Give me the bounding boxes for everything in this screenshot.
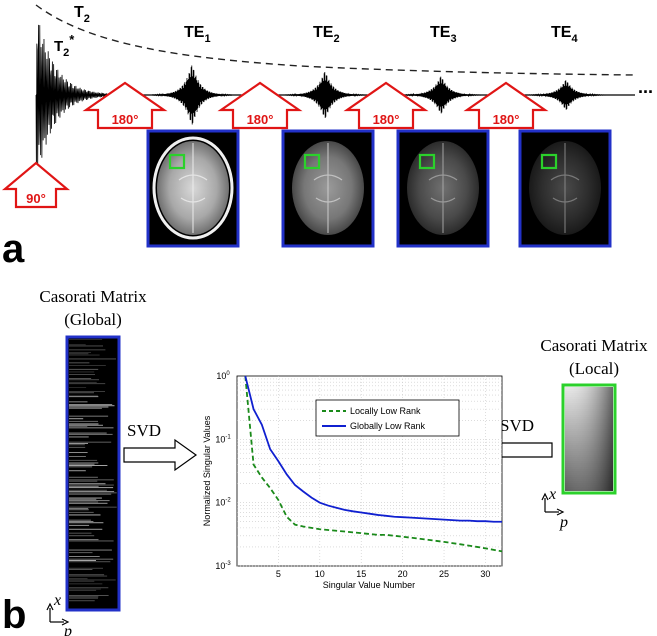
svd-label-left: SVD bbox=[127, 421, 161, 440]
echo-label-4: TE4 bbox=[551, 24, 578, 45]
global-matrix-title-line1: Casorati Matrix bbox=[39, 287, 147, 306]
global-casorati-matrix bbox=[65, 335, 121, 612]
x-tick-label: 30 bbox=[480, 569, 490, 579]
t2star-label: T2* bbox=[54, 32, 75, 59]
local-matrix-title-line2: (Local) bbox=[569, 359, 619, 378]
pulse-180-arrow-1: 180° bbox=[82, 81, 168, 130]
svg-text:180°: 180° bbox=[373, 112, 400, 127]
panel-a: T2 T2* TE1 TE2 TE3 TE4 ... 180° 180° 180… bbox=[1, 4, 653, 271]
svg-text:90°: 90° bbox=[26, 191, 46, 206]
echo-signals bbox=[151, 65, 607, 125]
singular-value-chart: 5 10 15 20 25 30 100 10-1 10-2 10-3 Singular Valu… bbox=[202, 371, 503, 590]
y-tick-label: 100 bbox=[216, 371, 230, 381]
roi-box bbox=[168, 153, 186, 170]
echo-label-1: TE1 bbox=[184, 24, 211, 45]
plot-ticks: 5 10 15 20 25 30 100 10-1 10-2 10-3 bbox=[215, 371, 490, 579]
brain-image-echo-4 bbox=[518, 129, 612, 248]
pulse-180-arrow-2: 180° bbox=[217, 81, 303, 130]
roi-box bbox=[418, 153, 436, 170]
svg-text:180°: 180° bbox=[247, 112, 274, 127]
continuation-ellipsis: ... bbox=[638, 77, 653, 97]
y-axis-label: Normalized Singular Values bbox=[202, 415, 212, 526]
chart-legend: Locally Low Rank Globally Low Rank bbox=[315, 399, 460, 437]
y-tick-label: 10-2 bbox=[215, 498, 231, 508]
global-axes-glyph: x p bbox=[46, 592, 72, 636]
local-axes-glyph: x p bbox=[541, 486, 568, 531]
echo-waveform-3 bbox=[400, 76, 482, 114]
brain-image-echo-1 bbox=[146, 129, 240, 248]
global-matrix-texture bbox=[69, 339, 117, 602]
local-matrix-texture bbox=[565, 387, 613, 491]
svg-text:p: p bbox=[559, 514, 568, 531]
panel-label-a: a bbox=[2, 227, 25, 271]
echo-waveform-2 bbox=[284, 71, 366, 119]
svg-text:p: p bbox=[63, 623, 72, 636]
roi-box bbox=[303, 153, 321, 170]
x-tick-label: 5 bbox=[276, 569, 281, 579]
y-tick-label: 10-1 bbox=[215, 434, 231, 444]
pulse-90-arrow: 90° bbox=[1, 161, 71, 209]
echo-label-3: TE3 bbox=[430, 24, 457, 45]
legend-entry-local: Locally Low Rank bbox=[350, 406, 421, 416]
brain-image-echo-2 bbox=[281, 129, 375, 248]
t2-label: T2 bbox=[74, 4, 90, 25]
series-line-global bbox=[244, 375, 502, 523]
y-tick-label: 10-3 bbox=[215, 561, 231, 571]
series-line-local bbox=[244, 375, 503, 553]
echo-label-2: TE2 bbox=[313, 24, 340, 45]
echo-waveform-4 bbox=[525, 80, 607, 110]
plot-series bbox=[244, 375, 503, 553]
svg-text:180°: 180° bbox=[112, 112, 139, 127]
x-tick-label: 25 bbox=[439, 569, 449, 579]
echo-waveform-1 bbox=[151, 65, 233, 125]
svd-arrow-right bbox=[123, 438, 198, 472]
t2-decay-curve bbox=[35, 4, 636, 76]
brain-image-echo-3 bbox=[396, 129, 490, 248]
local-matrix-title-line1: Casorati Matrix bbox=[540, 336, 648, 355]
plot-grid bbox=[237, 376, 502, 567]
panel-label-b: b bbox=[2, 593, 26, 636]
x-tick-label: 15 bbox=[356, 569, 366, 579]
x-axis-label: Singular Value Number bbox=[323, 580, 415, 590]
global-matrix-title-line2: (Global) bbox=[64, 310, 122, 329]
svg-text:x: x bbox=[548, 486, 556, 503]
svg-text:x: x bbox=[53, 592, 61, 609]
roi-box bbox=[540, 153, 558, 170]
legend-entry-global: Globally Low Rank bbox=[350, 421, 426, 431]
svd-label-right: SVD bbox=[500, 416, 534, 435]
x-tick-label: 10 bbox=[315, 569, 325, 579]
pulse-180-arrow-3: 180° bbox=[343, 81, 429, 130]
x-tick-label: 20 bbox=[398, 569, 408, 579]
svg-text:180°: 180° bbox=[493, 112, 520, 127]
panel-b: Casorati Matrix (Global) x p SVD SVD Cas… bbox=[2, 287, 648, 636]
pulse-180-arrow-4: 180° bbox=[463, 81, 549, 130]
